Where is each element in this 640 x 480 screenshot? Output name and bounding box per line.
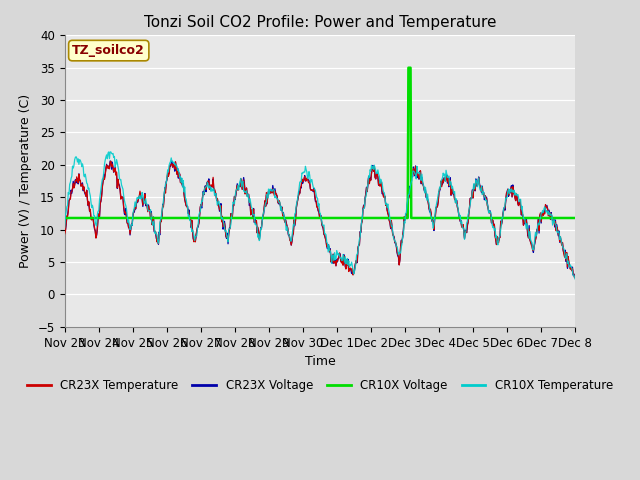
CR23X Temperature <box>383 201 390 206</box>
CR23X Voltage <box>571 275 579 280</box>
Line: CR10X Voltage: CR10X Voltage <box>65 68 575 218</box>
CR10X Temperature <box>105 149 113 155</box>
CR10X Voltage <box>382 215 390 221</box>
CR23X Voltage <box>106 158 114 164</box>
CR10X Temperature <box>175 170 183 176</box>
CR23X Voltage <box>61 231 68 237</box>
Title: Tonzi Soil CO2 Profile: Power and Temperature: Tonzi Soil CO2 Profile: Power and Temper… <box>144 15 496 30</box>
CR23X Voltage <box>383 201 390 207</box>
CR10X Voltage <box>61 215 68 221</box>
CR10X Voltage <box>572 215 579 221</box>
Line: CR23X Voltage: CR23X Voltage <box>65 161 575 277</box>
CR10X Voltage <box>175 215 182 221</box>
CR10X Temperature <box>383 201 390 206</box>
CR23X Temperature <box>124 220 131 226</box>
CR10X Voltage <box>202 215 209 221</box>
Line: CR23X Temperature: CR23X Temperature <box>65 161 575 278</box>
CR23X Temperature <box>61 231 68 237</box>
X-axis label: Time: Time <box>305 355 335 368</box>
Line: CR10X Temperature: CR10X Temperature <box>65 152 575 279</box>
CR10X Voltage <box>397 215 404 221</box>
CR23X Temperature <box>572 275 579 281</box>
CR10X Temperature <box>124 212 131 218</box>
CR23X Temperature <box>397 238 405 244</box>
CR23X Temperature <box>175 170 183 176</box>
CR10X Voltage <box>70 215 78 221</box>
CR10X Temperature <box>61 225 68 230</box>
CR23X Voltage <box>397 237 405 243</box>
CR10X Temperature <box>397 244 405 250</box>
Y-axis label: Power (V) / Temperature (C): Power (V) / Temperature (C) <box>19 94 32 268</box>
CR10X Voltage <box>123 215 131 221</box>
CR23X Voltage <box>175 170 183 176</box>
CR23X Voltage <box>572 273 579 279</box>
Legend: CR23X Temperature, CR23X Voltage, CR10X Voltage, CR10X Temperature: CR23X Temperature, CR23X Voltage, CR10X … <box>22 374 618 396</box>
CR10X Temperature <box>572 276 579 282</box>
CR23X Temperature <box>107 158 115 164</box>
CR23X Voltage <box>202 189 210 194</box>
CR23X Voltage <box>124 220 131 226</box>
CR23X Temperature <box>202 187 210 192</box>
CR10X Temperature <box>70 163 78 168</box>
Text: TZ_soilco2: TZ_soilco2 <box>72 44 145 57</box>
CR10X Voltage <box>404 65 412 71</box>
CR23X Temperature <box>70 185 78 191</box>
CR23X Voltage <box>70 184 78 190</box>
CR10X Temperature <box>202 184 210 190</box>
